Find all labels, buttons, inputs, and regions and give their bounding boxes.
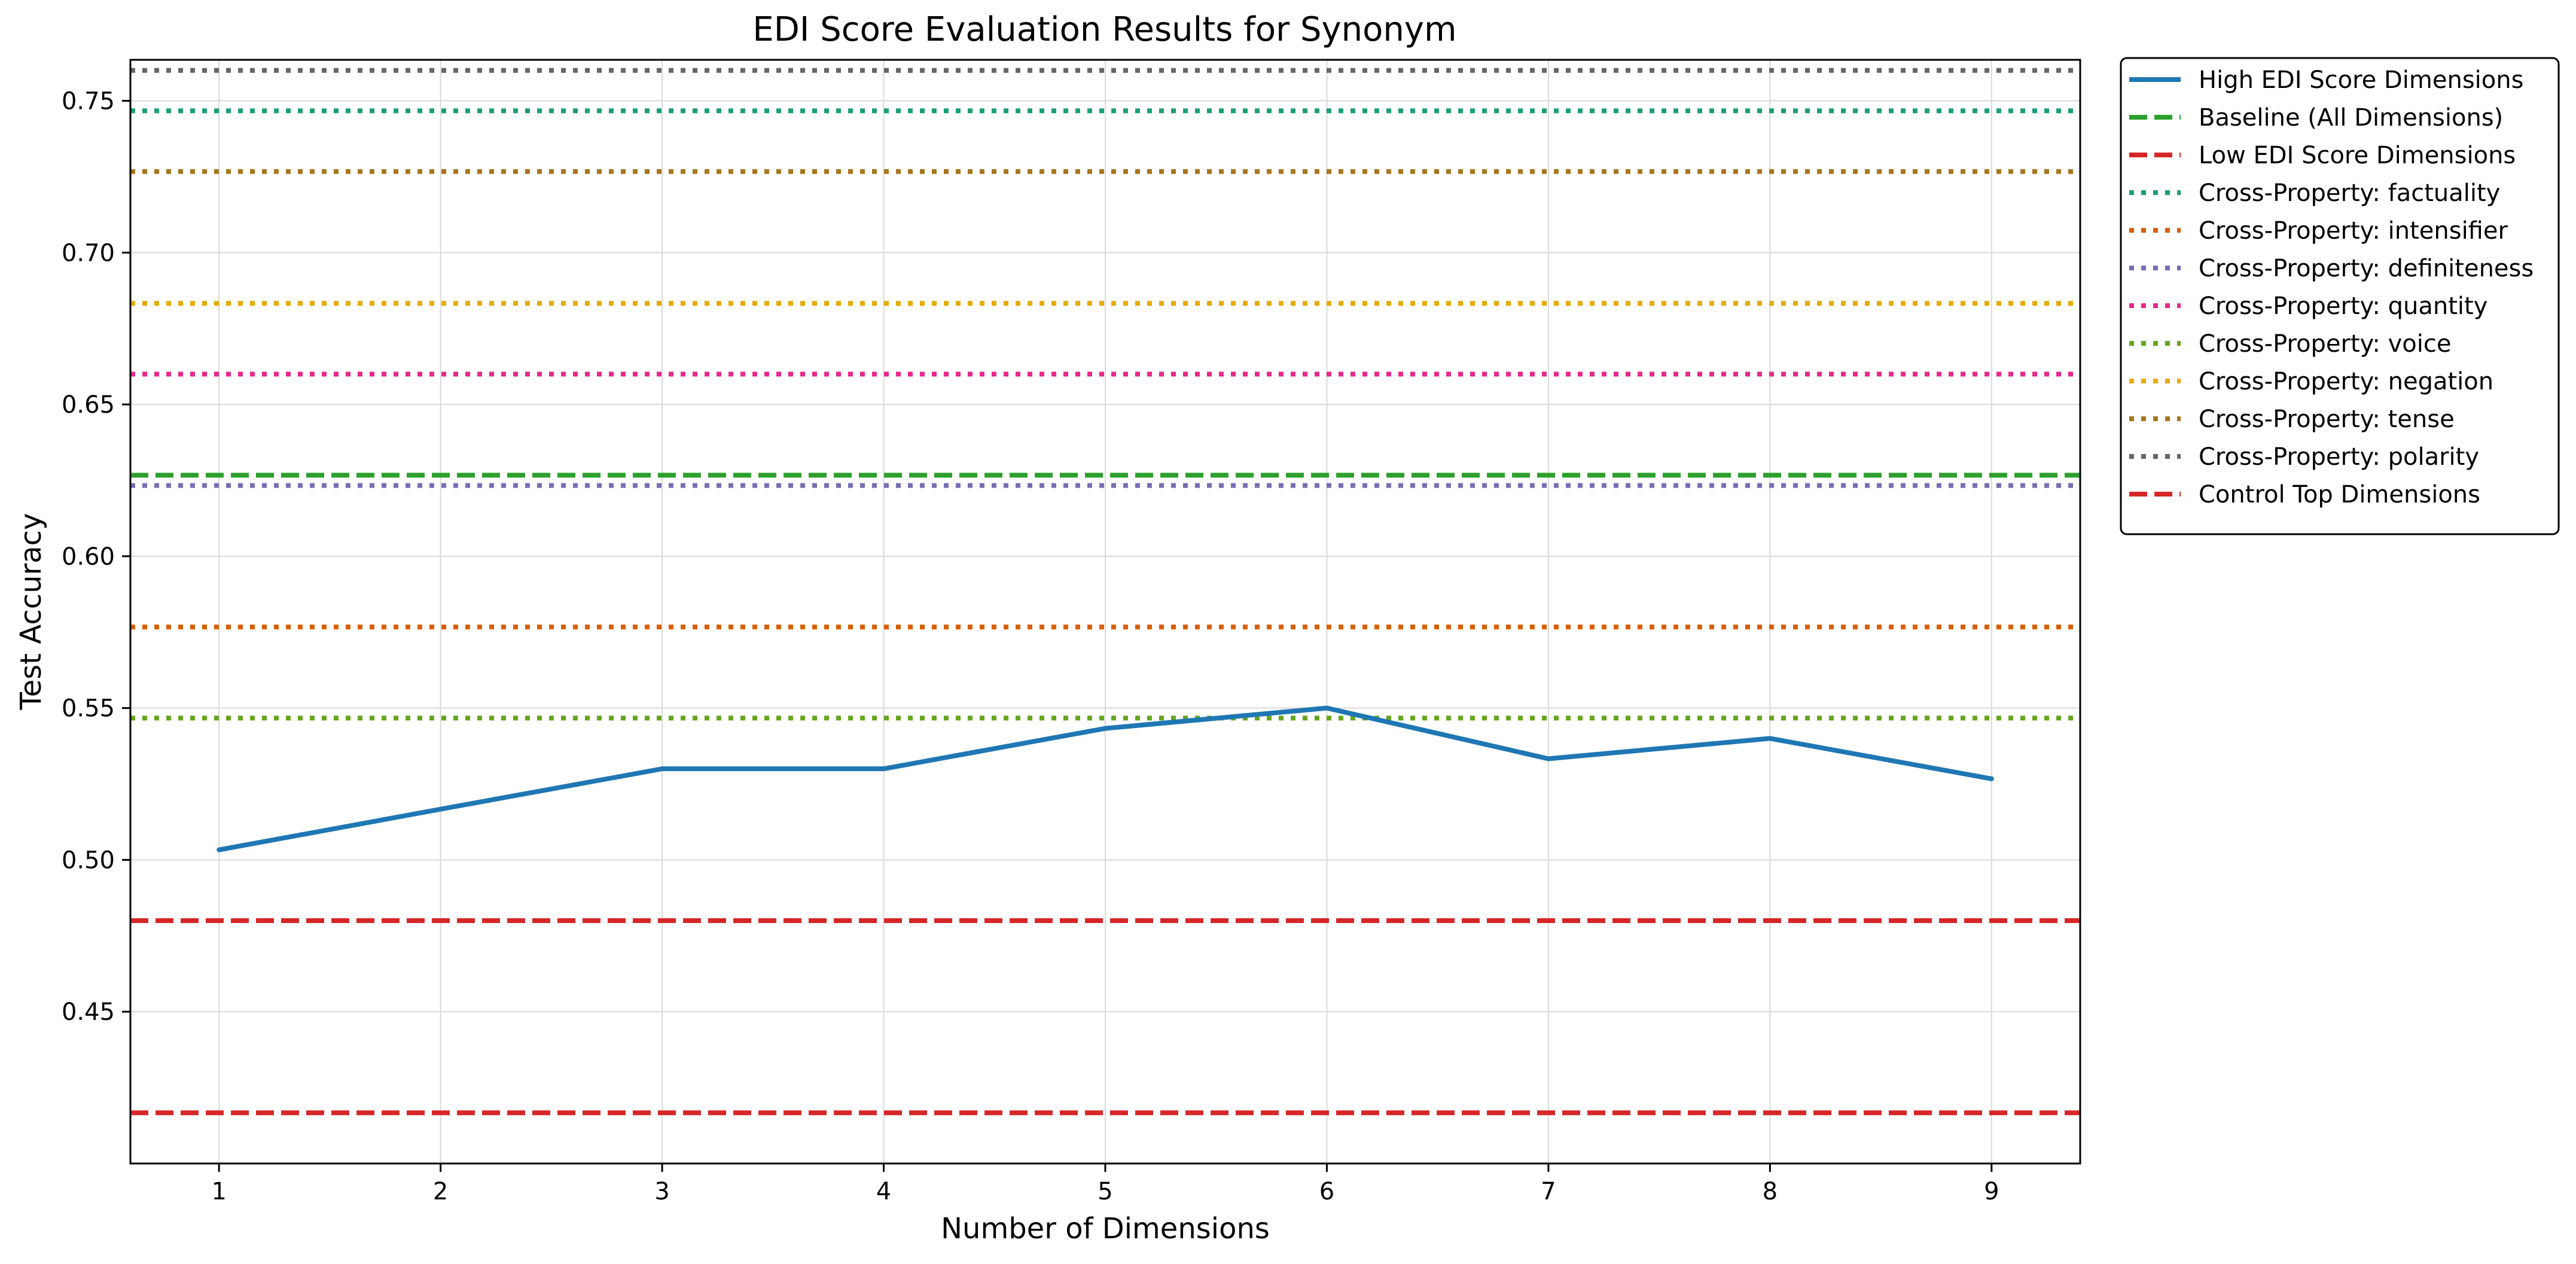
legend-label: Cross-Property: polarity (2199, 443, 2479, 471)
x-tick-label: 8 (1763, 1178, 1778, 1205)
x-tick-label: 6 (1319, 1178, 1334, 1205)
grid (130, 60, 2080, 1164)
y-tick-label: 0.75 (62, 88, 115, 115)
y-tick-label: 0.55 (62, 695, 115, 723)
point-high-edi-score-dimensions (660, 766, 665, 772)
x-tick-label: 3 (654, 1178, 669, 1205)
y-axis-ticks: 0.45 0.50 0.55 0.60 0.65 0.70 0.75 (62, 88, 130, 1026)
point-high-edi-score-dimensions (1545, 756, 1551, 762)
legend-label: Cross-Property: tense (2199, 406, 2455, 433)
x-tick-label: 1 (211, 1178, 226, 1205)
point-high-edi-score-dimensions (1103, 726, 1108, 731)
x-tick-label: 9 (1984, 1178, 1999, 1205)
y-tick-label: 0.60 (62, 543, 115, 571)
legend-label: Low EDI Score Dimensions (2199, 142, 2516, 169)
legend: High EDI Score Dimensions Baseline (All D… (2120, 57, 2560, 535)
point-high-edi-score-dimensions (1767, 736, 1773, 741)
legend-frame (2120, 57, 2560, 535)
legend-label: Cross-Property: intensifier (2199, 217, 2508, 245)
reference-lines (130, 68, 2080, 1116)
y-tick-label: 0.45 (62, 998, 115, 1026)
x-tick-label: 5 (1098, 1178, 1112, 1205)
y-tick-label: 0.65 (62, 391, 115, 419)
legend-label: Cross-Property: voice (2199, 330, 2451, 358)
x-axis-ticks: 1 2 3 4 5 6 7 8 9 (211, 1164, 1999, 1205)
x-tick-label: 7 (1541, 1178, 1556, 1205)
y-axis-label: Test Accuracy (14, 513, 48, 711)
y-tick-label: 0.70 (62, 239, 115, 267)
point-high-edi-score-dimensions (438, 806, 443, 812)
point-high-edi-score-dimensions (1324, 705, 1330, 711)
point-high-edi-score-dimensions (1989, 776, 1994, 781)
legend-label: High EDI Score Dimensions (2199, 66, 2523, 94)
x-tick-label: 2 (433, 1178, 448, 1205)
point-high-edi-score-dimensions (217, 847, 222, 852)
x-tick-label: 4 (876, 1178, 891, 1205)
chart-title: EDI Score Evaluation Results for Synonym (752, 10, 1456, 49)
point-high-edi-score-dimensions (881, 766, 886, 772)
x-axis-label: Number of Dimensions (941, 1212, 1270, 1245)
y-tick-label: 0.50 (62, 846, 115, 874)
series-lines (217, 705, 1994, 852)
legend-label: Control Top Dimensions (2199, 481, 2480, 508)
legend-label: Baseline (All Dimensions) (2199, 104, 2503, 132)
legend-label: Cross-Property: quantity (2199, 293, 2487, 320)
legend-label: Cross-Property: factuality (2199, 179, 2500, 207)
legend-label: Cross-Property: definiteness (2199, 255, 2534, 282)
legend-label: Cross-Property: negation (2199, 368, 2493, 395)
